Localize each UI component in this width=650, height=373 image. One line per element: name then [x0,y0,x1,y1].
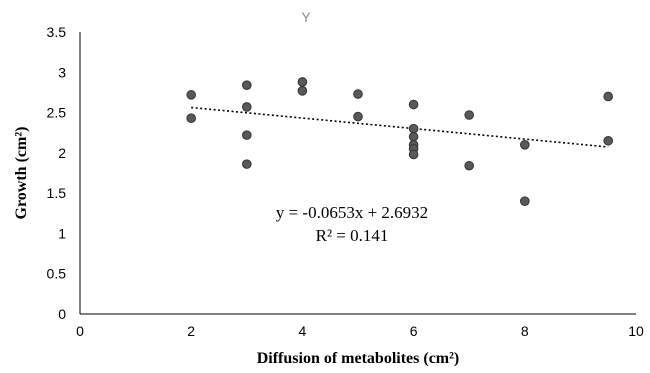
x-tick-label: 2 [187,323,195,339]
data-points [186,77,614,206]
data-point [464,110,475,120]
data-point [242,102,252,112]
data-point [520,140,530,150]
y-tick-label: 0.5 [47,266,67,282]
data-point [242,159,252,169]
data-point [464,160,475,171]
data-point [408,149,419,160]
data-point [297,77,308,87]
data-point [242,130,252,140]
y-tick-label: 3.5 [47,24,67,40]
y-tick-label: 1 [58,225,66,241]
chart-title: Y [301,9,311,25]
y-tick-label: 2.5 [47,105,67,121]
data-point [408,123,419,134]
data-point [297,86,308,96]
data-point [408,131,419,142]
y-tick-label: 1.5 [47,185,67,201]
x-tick-labels: 0 2 4 6 8 10 [76,323,644,339]
x-tick-label: 10 [628,323,644,339]
data-point [603,91,614,102]
y-tick-label: 0 [58,306,66,322]
x-tick-label: 4 [299,323,307,339]
x-tick-label: 0 [76,323,84,339]
y-tick-labels: 0 0.5 1 1.5 2 2.5 3 3.5 [47,24,67,322]
y-tick-label: 2 [58,145,66,161]
x-axis-title: Diffusion of metabolites (cm²) [257,350,460,367]
x-tick-label: 8 [521,323,529,339]
data-point [520,196,530,206]
data-point [353,111,363,122]
data-point [242,80,252,90]
data-point [186,113,196,124]
trendline [191,106,609,148]
data-point [186,90,196,100]
data-point [353,89,363,99]
y-tick-label: 3 [58,64,66,80]
data-point [603,135,614,146]
x-tick-label: 6 [410,323,418,339]
r-squared-label: R² = 0.141 [316,226,389,245]
trendline-equation: y = -0.0653x + 2.6932 [276,203,428,222]
y-axis-title: Growth (cm²) [13,127,30,220]
data-point [408,99,419,110]
